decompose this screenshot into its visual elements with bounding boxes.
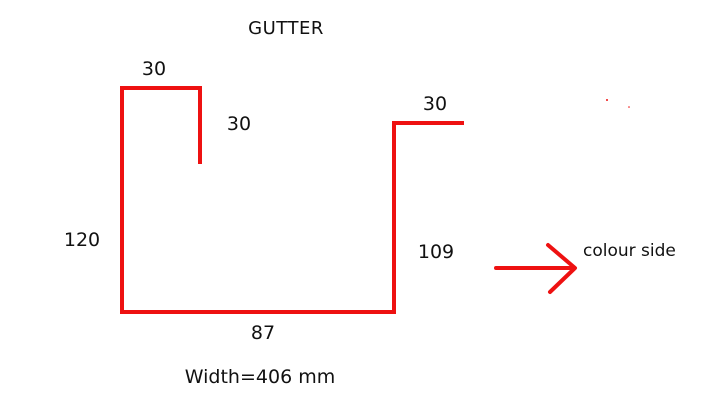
diagram-title: GUTTER (248, 18, 324, 39)
arrowhead (546, 243, 577, 294)
colour-side-arrow (494, 243, 577, 294)
label-top-lip: 30 (142, 58, 166, 80)
label-front-height: 109 (418, 241, 454, 263)
stray-mark (606, 99, 608, 101)
label-base: 87 (251, 322, 275, 344)
label-inner-return: 30 (227, 113, 251, 135)
label-back-height: 120 (64, 229, 100, 251)
width-note: Width=406 mm (185, 366, 335, 388)
colour-side-label: colour side (583, 241, 676, 261)
stray-mark (628, 106, 630, 108)
gutter-profile-line (120, 86, 464, 314)
label-front-flange: 30 (423, 93, 447, 115)
